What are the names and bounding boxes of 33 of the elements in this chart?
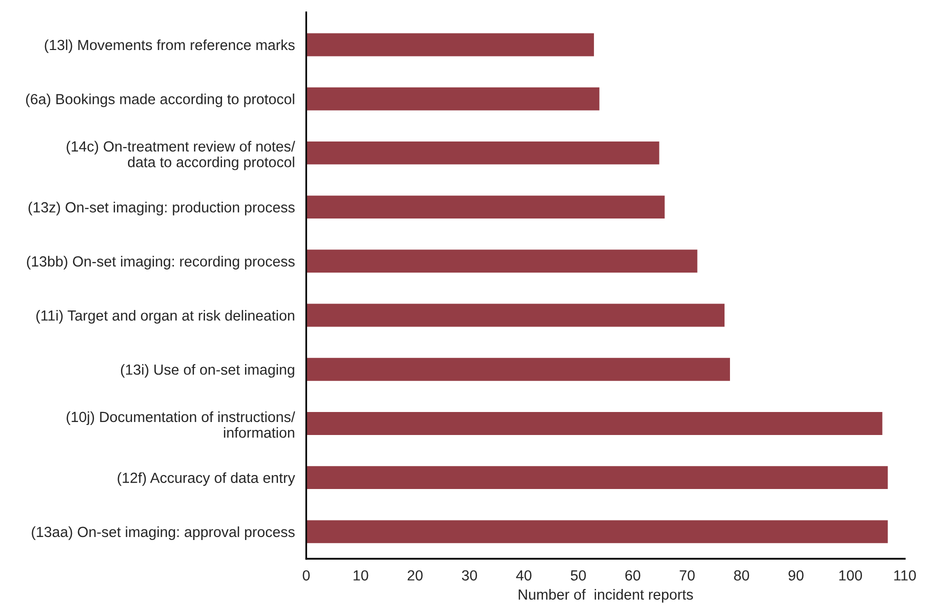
y-tick-label: (6a) Bookings made according to protocol <box>26 94 294 108</box>
bar <box>306 86 601 112</box>
y-tick-label: (13i) Use of on-set imaging <box>120 364 294 378</box>
x-tick-label: 50 <box>570 570 586 581</box>
bar <box>306 302 726 328</box>
x-tick-label: 100 <box>839 570 862 581</box>
y-tick-label: (12f) Accuracy of data entry <box>118 472 296 486</box>
x-tick-label: 10 <box>354 570 368 581</box>
x-tick-label: 20 <box>408 570 423 581</box>
bar <box>306 356 732 382</box>
x-tick-label: 40 <box>516 570 532 581</box>
y-tick-label: (13aa) On-set imaging: approval process <box>32 526 295 540</box>
x-tick-label: 70 <box>680 570 695 581</box>
bar <box>306 194 666 220</box>
bar <box>306 32 596 58</box>
y-tick-label: (14c) On-treatment review of notes/ data to according protocol <box>66 140 296 170</box>
x-axis-title: Number of incident reports <box>518 589 693 603</box>
x-tick-label: 60 <box>625 570 640 581</box>
bar <box>306 140 661 166</box>
y-tick-label: (10j) Documentation of instructions/ information <box>66 411 296 438</box>
y-tick-label: (11i) Target and organ at risk delineation <box>36 310 294 324</box>
bar <box>306 464 890 490</box>
y-tick-label: (13z) On-set imaging: production process <box>28 202 295 216</box>
x-tick-label: 30 <box>462 570 478 581</box>
bar <box>306 248 699 274</box>
y-tick-label: (13l) Movements from reference marks <box>44 39 295 54</box>
bar <box>306 518 890 545</box>
y-tick-label: (13bb) On-set imaging: recording process <box>26 256 295 270</box>
bar <box>306 410 884 436</box>
x-tick-label: 110 <box>894 570 916 581</box>
x-tick-label: 80 <box>734 570 750 581</box>
x-tick-label: 90 <box>788 570 804 581</box>
x-tick-label: 0 <box>302 570 310 581</box>
